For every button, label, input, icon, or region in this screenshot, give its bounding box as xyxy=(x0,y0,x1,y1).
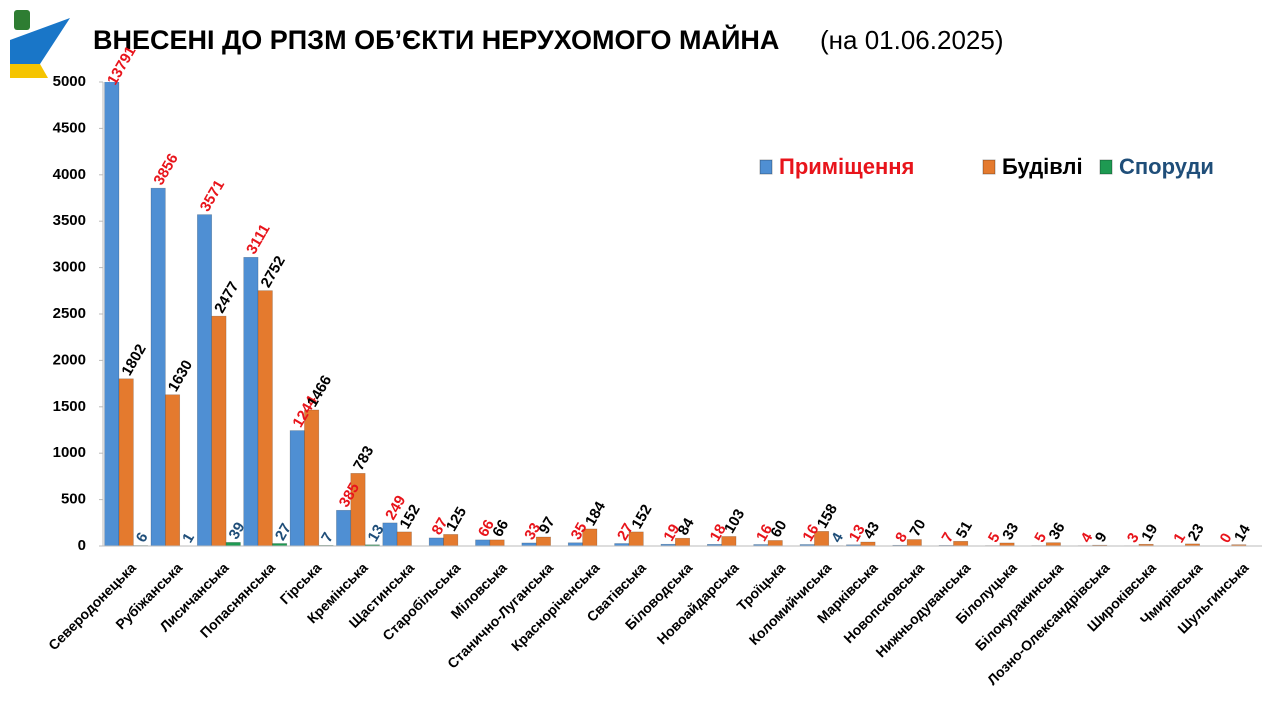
bar xyxy=(336,510,350,546)
data-label: 3856 xyxy=(150,151,181,188)
data-label: 9 xyxy=(1092,529,1111,545)
legend-label: Будівлі xyxy=(1002,154,1083,179)
y-tick-label: 4000 xyxy=(53,166,86,183)
data-label: 4 xyxy=(828,529,847,545)
bar xyxy=(490,540,504,546)
data-label: 3571 xyxy=(197,177,228,214)
chart-title: ВНЕСЕНІ ДО РПЗМ ОБ’ЄКТИ НЕРУХОМОГО МАЙНА xyxy=(93,24,779,55)
bar xyxy=(397,532,411,546)
legend-swatch xyxy=(760,160,772,174)
data-label: 783 xyxy=(350,443,377,473)
data-label: 70 xyxy=(906,517,929,540)
bar xyxy=(953,541,967,546)
data-label: 19 xyxy=(1138,521,1161,544)
bar xyxy=(476,540,490,546)
bar xyxy=(1046,543,1060,546)
data-label: 184 xyxy=(582,498,610,529)
y-tick-label: 4500 xyxy=(53,119,86,136)
data-label: 7 xyxy=(318,530,337,546)
bar xyxy=(768,540,782,546)
bar xyxy=(304,410,318,546)
bar xyxy=(429,538,443,546)
legend-swatch xyxy=(1100,160,1112,174)
x-tick-label: Білокуракинська xyxy=(972,559,1066,653)
bar xyxy=(165,395,179,546)
data-label: 1802 xyxy=(118,341,149,378)
data-label: 6 xyxy=(133,530,152,546)
x-tick-label: Северодонецька xyxy=(45,559,139,653)
y-tick-label: 2000 xyxy=(53,351,86,368)
bar xyxy=(244,257,258,546)
y-tick-label: 0 xyxy=(78,537,86,554)
bar xyxy=(212,316,226,546)
data-label: 1 xyxy=(179,530,198,546)
y-tick-label: 5000 xyxy=(53,73,86,90)
legend-label: Споруди xyxy=(1119,154,1214,179)
chart-subtitle: (на 01.06.2025) xyxy=(820,25,1004,55)
y-tick-label: 3000 xyxy=(53,259,86,276)
bar xyxy=(151,188,165,546)
y-tick-label: 2500 xyxy=(53,305,86,322)
data-label: 14 xyxy=(1231,521,1254,545)
y-tick-label: 500 xyxy=(61,491,86,508)
bar xyxy=(119,379,133,546)
data-label: 2477 xyxy=(211,279,242,316)
bar xyxy=(197,215,211,546)
bar xyxy=(258,291,272,546)
data-label: 66 xyxy=(489,517,512,540)
data-label: 158 xyxy=(814,501,841,531)
bar xyxy=(861,542,875,546)
bar xyxy=(444,534,458,546)
data-label: 3111 xyxy=(243,221,274,257)
x-tick-label: Гірська xyxy=(277,559,325,607)
x-tick-label: Красноріченська xyxy=(508,559,603,654)
y-tick-label: 3500 xyxy=(53,212,86,229)
y-tick-label: 1500 xyxy=(53,398,86,415)
data-label: 1466 xyxy=(304,373,335,410)
legend-label: Приміщення xyxy=(779,154,914,179)
data-label: 1630 xyxy=(165,357,196,394)
x-tick-label: Новопсковська xyxy=(840,559,927,646)
data-label: 2752 xyxy=(257,253,288,290)
y-tick-label: 1000 xyxy=(53,444,86,461)
x-tick-label: Новоайдарська xyxy=(654,559,742,647)
bar xyxy=(226,542,240,546)
x-tick-label: Коломийчиська xyxy=(746,559,835,648)
legend-swatch xyxy=(983,160,995,174)
logo xyxy=(10,10,70,78)
